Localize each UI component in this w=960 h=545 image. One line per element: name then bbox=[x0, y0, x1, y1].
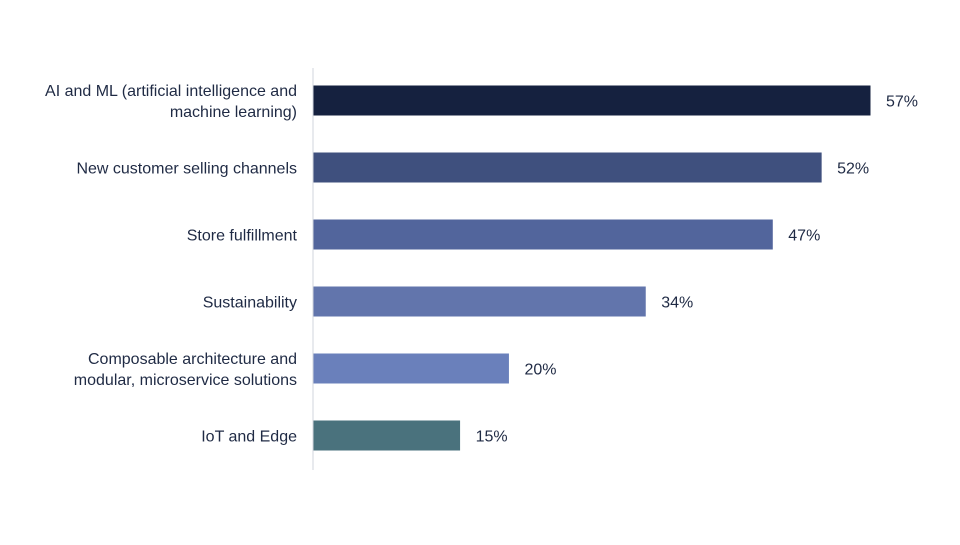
bar-3 bbox=[313, 286, 646, 317]
bar-1 bbox=[313, 152, 822, 183]
category-label-2: Store fulfillment bbox=[187, 228, 298, 245]
category-label-line: Store fulfillment bbox=[187, 228, 298, 245]
category-label-3: Sustainability bbox=[203, 295, 297, 312]
category-label-line: AI and ML (artificial intelligence and bbox=[45, 83, 297, 100]
bar-5 bbox=[313, 420, 461, 451]
value-label-5: 15% bbox=[476, 429, 508, 446]
bars-layer bbox=[313, 85, 871, 451]
category-labels-layer: AI and ML (artificial intelligence and ma… bbox=[45, 83, 298, 446]
category-label-line: New customer selling channels bbox=[76, 161, 297, 178]
category-label-1: New customer selling channels bbox=[76, 161, 297, 178]
value-label-3: 34% bbox=[661, 295, 693, 312]
category-label-0: AI and ML (artificial intelligence and ma… bbox=[45, 83, 297, 121]
category-label-line: IoT and Edge bbox=[201, 429, 297, 446]
value-label-0: 57% bbox=[886, 94, 918, 111]
bar-2 bbox=[313, 219, 773, 250]
category-label-line: Sustainability bbox=[203, 295, 297, 312]
category-label-4: Composable architecture and modular, micr… bbox=[74, 351, 297, 389]
value-label-4: 20% bbox=[524, 362, 556, 379]
category-label-line: modular, microservice solutions bbox=[74, 372, 297, 389]
bar-4 bbox=[313, 353, 509, 384]
bar-0 bbox=[313, 85, 871, 116]
value-labels-layer: 57% 52% 47% 34% 20% 15% bbox=[476, 94, 918, 446]
value-label-2: 47% bbox=[788, 228, 820, 245]
value-label-1: 52% bbox=[837, 161, 869, 178]
category-label-5: IoT and Edge bbox=[201, 429, 297, 446]
category-label-line: machine learning) bbox=[170, 104, 297, 121]
category-label-line: Composable architecture and bbox=[88, 351, 297, 368]
